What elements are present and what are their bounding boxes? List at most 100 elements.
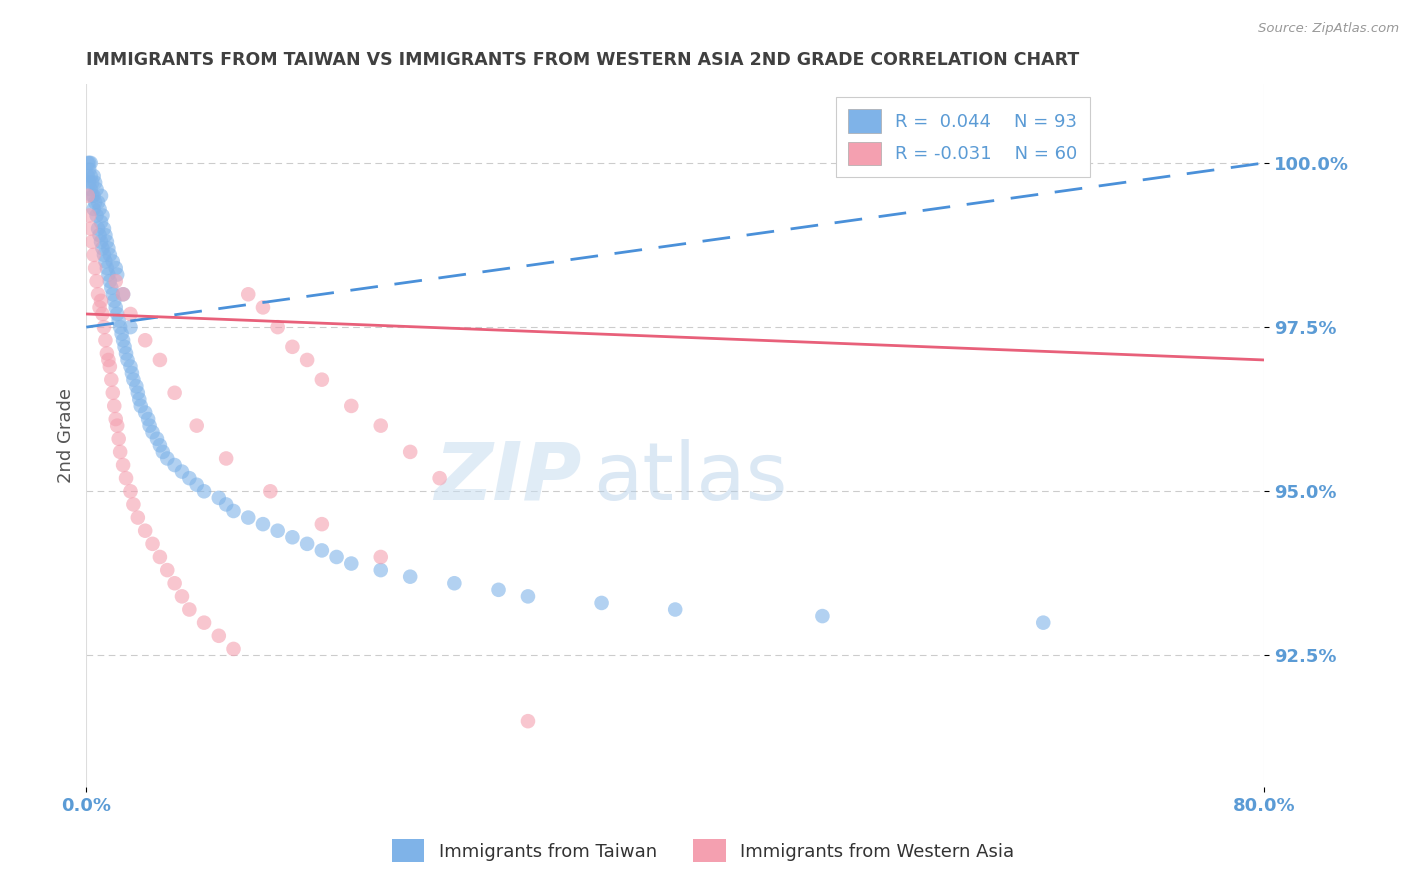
Point [252,517,274,532]
Point [105,307,128,321]
Point [399,445,422,459]
Point [134,405,156,419]
Point [127,510,149,524]
Point [80,221,103,235]
Point [295,353,318,368]
Point [80,156,103,170]
Point [238,510,260,524]
Point [238,287,260,301]
Point [311,373,333,387]
Point [94,333,117,347]
Point [120,484,142,499]
Point [103,293,125,308]
Point [399,570,422,584]
Point [93,248,115,262]
Point [104,412,127,426]
Point [125,379,148,393]
Point [96,260,118,275]
Text: Source: ZipAtlas.com: Source: ZipAtlas.com [1258,22,1399,36]
Point [179,602,201,616]
Point [93,221,115,235]
Point [87,221,110,235]
Point [83,188,105,202]
Point [120,359,142,374]
Point [370,418,392,433]
Point [517,714,540,728]
Point [128,392,150,407]
Point [156,563,179,577]
Point [664,602,686,616]
Point [101,385,124,400]
Point [82,235,104,249]
Point [149,353,172,368]
Legend: R =  0.044    N = 93, R = -0.031    N = 60: R = 0.044 N = 93, R = -0.031 N = 60 [835,96,1090,178]
Point [96,346,118,360]
Point [91,209,114,223]
Text: IMMIGRANTS FROM TAIWAN VS IMMIGRANTS FROM WESTERN ASIA 2ND GRADE CORRELATION CHA: IMMIGRANTS FROM TAIWAN VS IMMIGRANTS FRO… [86,51,1080,69]
Point [122,498,145,512]
Point [138,418,160,433]
Point [87,195,110,210]
Point [80,169,103,183]
Point [127,385,149,400]
Point [120,307,142,321]
Point [82,176,104,190]
Point [98,248,121,262]
Point [105,268,128,282]
Point [90,215,112,229]
Point [107,432,129,446]
Point [90,293,112,308]
Point [100,373,122,387]
Point [91,307,114,321]
Point [112,333,135,347]
Point [86,182,108,196]
Point [86,209,108,223]
Point [87,287,110,301]
Point [77,209,100,223]
Point [94,254,117,268]
Point [97,241,120,255]
Point [122,373,145,387]
Point [163,576,186,591]
Point [170,465,193,479]
Point [295,537,318,551]
Point [281,530,304,544]
Point [193,484,215,499]
Point [117,353,139,368]
Point [370,549,392,564]
Point [77,176,100,190]
Point [252,301,274,315]
Point [149,438,172,452]
Point [101,287,124,301]
Point [84,176,107,190]
Point [120,320,142,334]
Point [121,366,143,380]
Point [340,399,363,413]
Point [193,615,215,630]
Point [98,359,121,374]
Point [311,543,333,558]
Point [134,333,156,347]
Point [215,451,238,466]
Point [104,274,127,288]
Point [115,346,138,360]
Point [370,563,392,577]
Point [100,281,122,295]
Point [93,320,115,334]
Point [76,188,98,202]
Point [89,301,111,315]
Y-axis label: 2nd Grade: 2nd Grade [58,388,75,483]
Point [90,235,112,249]
Point [94,228,117,243]
Point [222,641,245,656]
Point [82,188,104,202]
Point [222,504,245,518]
Point [76,156,98,170]
Point [90,188,112,202]
Point [517,590,540,604]
Point [215,498,238,512]
Point [325,549,347,564]
Point [134,524,156,538]
Point [266,320,288,334]
Point [141,537,163,551]
